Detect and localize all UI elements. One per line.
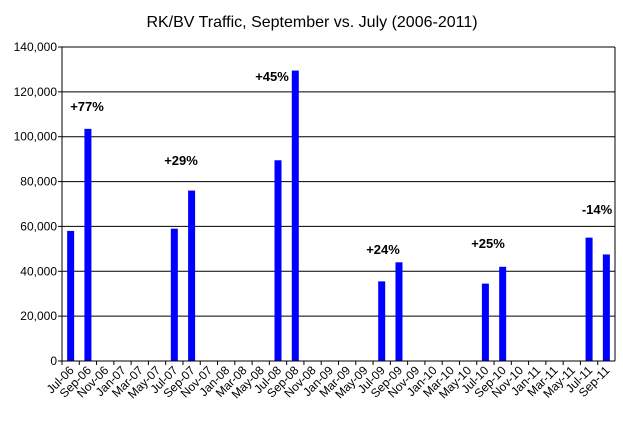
bar [481,283,489,361]
y-tick-label: 60,000 [20,219,57,233]
bar [84,128,92,361]
chart-title: RK/BV Traffic, September vs. July (2006-… [146,14,477,31]
bar [170,228,178,361]
y-tick-label: 0 [50,354,57,368]
bar [67,230,75,361]
y-tick-label: 20,000 [20,309,57,323]
bar [585,237,593,361]
bar [378,281,386,361]
y-tick-label: 80,000 [20,175,57,189]
annotation: +24% [366,242,400,257]
y-tick-label: 120,000 [14,85,58,99]
annotation: -14% [582,202,613,217]
bar [499,266,507,361]
bar [291,70,299,362]
annotation: +25% [471,236,505,251]
bar [602,254,610,361]
annotation: +77% [70,99,104,114]
bar [395,262,403,361]
bar [274,160,282,361]
bar [188,190,196,361]
y-tick-label: 100,000 [14,130,58,144]
y-tick-label: 140,000 [14,40,58,54]
annotation: +45% [255,69,289,84]
y-tick-label: 40,000 [20,264,57,278]
annotation: +29% [164,153,198,168]
